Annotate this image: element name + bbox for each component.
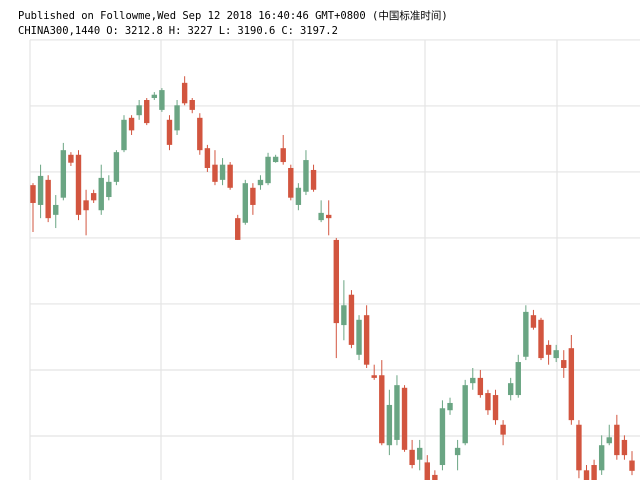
candle-body	[45, 179, 51, 219]
candle-body	[166, 119, 173, 145]
candle-body	[598, 445, 605, 471]
candles	[30, 76, 635, 480]
candle-body	[492, 395, 499, 421]
candle-body	[523, 311, 529, 357]
candle-body	[30, 185, 36, 203]
candle-body	[189, 100, 195, 110]
candle-body	[432, 474, 438, 480]
candle-body	[477, 377, 484, 396]
candle-body	[37, 175, 44, 205]
vertical-grid	[29, 40, 558, 480]
candle-body	[379, 375, 385, 444]
candle-body	[288, 167, 294, 198]
candle-body	[295, 187, 302, 205]
candle-body	[356, 319, 362, 355]
candle-body	[53, 204, 59, 215]
candle-body	[371, 375, 377, 378]
candle-body	[204, 148, 211, 168]
candle-body	[68, 154, 74, 163]
candle-body	[83, 200, 89, 211]
candle-body	[121, 119, 127, 151]
candle-body	[151, 94, 158, 99]
candle-body	[257, 179, 264, 186]
candle-body	[454, 447, 461, 456]
candle-body	[515, 362, 521, 396]
ohlc-label: H:	[169, 25, 182, 37]
candle-body	[181, 82, 188, 104]
candle-body	[629, 460, 635, 471]
candle-body	[507, 383, 514, 396]
candle-body	[591, 465, 597, 480]
candle-body	[348, 294, 355, 345]
candle-body	[227, 164, 233, 188]
candle-body	[136, 105, 142, 116]
candle-body	[113, 152, 120, 182]
candle-body	[250, 187, 256, 205]
candle-body	[538, 319, 544, 359]
candle-body	[60, 150, 67, 198]
candle-body	[583, 470, 590, 480]
candle-body	[219, 164, 226, 180]
ohlc-label: L:	[219, 25, 232, 37]
candle-body	[318, 212, 324, 221]
candle-body	[128, 117, 135, 131]
candle-body	[75, 154, 82, 215]
ohlc-value: 3212.8	[125, 25, 163, 37]
candle-body	[447, 402, 453, 411]
candle-body	[197, 117, 203, 151]
candle-body	[416, 447, 423, 460]
series-name: CHINA300,1440	[18, 25, 100, 37]
candle-body	[606, 437, 612, 444]
candle-body	[242, 183, 249, 223]
candle-body	[439, 408, 446, 466]
candle-body	[303, 160, 309, 192]
candle-body	[326, 214, 332, 219]
candle-body	[424, 462, 430, 480]
candle-body	[144, 100, 150, 124]
candle-body	[265, 156, 271, 184]
horizontal-grid	[30, 39, 640, 437]
candle-body	[363, 315, 370, 365]
candle-body	[614, 424, 620, 456]
candle-body	[174, 105, 180, 131]
candle-body	[98, 177, 104, 211]
candle-body	[500, 424, 506, 435]
candle-body	[386, 404, 393, 446]
candle-body	[621, 439, 628, 456]
candle-body	[341, 305, 347, 326]
ohlc-legend: CHINA300,1440 O: 3212.8 H: 3227 L: 3190.6 C: 319…	[18, 25, 338, 37]
candle-body	[401, 387, 408, 450]
candle-body	[280, 148, 286, 163]
ohlc-value: 3197.2	[300, 25, 338, 37]
candle-body	[235, 218, 241, 240]
candle-body	[394, 385, 400, 440]
candle-body	[409, 449, 415, 466]
candle-body	[470, 377, 476, 384]
chart-title: Published on Followme,Wed Sep 12 2018 16…	[18, 9, 448, 22]
candle-body	[561, 360, 567, 368]
ohlc-value: 3227	[187, 25, 212, 37]
candle-body	[310, 169, 317, 190]
candle-body	[462, 385, 468, 444]
candle-body	[159, 90, 165, 110]
ohlc-value: 3190.6	[237, 25, 275, 37]
candle-body	[568, 348, 575, 421]
candle-body	[576, 424, 582, 471]
ohlc-label: C:	[281, 25, 294, 37]
candle-body	[212, 164, 218, 182]
candle-body	[545, 344, 552, 355]
candle-body	[272, 156, 279, 163]
candle-body	[485, 393, 491, 411]
candle-body	[553, 350, 559, 359]
ohlc-label: O:	[106, 25, 119, 37]
candle-body	[90, 193, 97, 201]
candle-body	[333, 239, 339, 324]
candle-body	[106, 181, 112, 198]
candle-body	[530, 315, 537, 328]
